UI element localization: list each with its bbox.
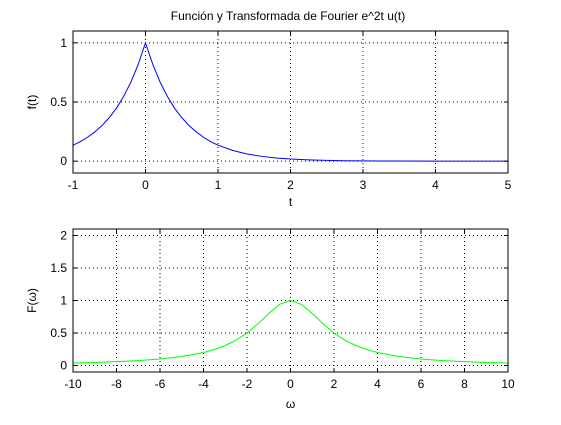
y-tick-label: 2 [60, 229, 67, 243]
y-tick-label: 1 [60, 294, 67, 308]
x-tick-label: 4 [432, 178, 439, 192]
x-tick-label: 8 [461, 377, 468, 391]
x-tick-label: 5 [505, 178, 512, 192]
y-tick-label: 0.5 [50, 326, 67, 340]
x-tick-label: 10 [501, 377, 515, 391]
series-line [72, 41, 508, 162]
y-tick-label: 0 [60, 154, 67, 168]
x-tick-label: 4 [374, 377, 381, 391]
x-tick-label: -6 [155, 377, 166, 391]
x-axis-label: t [289, 195, 293, 209]
y-tick-label: 1 [60, 36, 67, 50]
y-tick-label: 0 [60, 359, 67, 373]
x-tick-label: -8 [111, 377, 122, 391]
y-axis-label: f(t) [25, 95, 39, 110]
y-tick-label: 0.5 [50, 95, 67, 109]
x-tick-label: 2 [287, 178, 294, 192]
y-tick-label: 1.5 [50, 261, 67, 275]
x-tick-label: 0 [142, 178, 149, 192]
chart-title: Función y Transformada de Fourier e^2t u… [171, 9, 405, 23]
x-tick-label: 3 [360, 178, 367, 192]
plot-frequency-domain: -10 -8 -6 -4 -2 0 2 4 6 8 10 0 0.5 1 1.5 2 ω F(ω) [25, 228, 515, 411]
x-tick-label: 0 [287, 377, 294, 391]
x-tick-label: -10 [64, 377, 82, 391]
x-tick-label: 6 [418, 377, 425, 391]
x-tick-label: -1 [68, 178, 79, 192]
x-tick-label: -4 [198, 377, 209, 391]
x-tick-label: 1 [215, 178, 222, 192]
series-line [72, 299, 509, 364]
x-axis-label: ω [286, 397, 295, 411]
y-axis-label: F(ω) [25, 288, 39, 313]
x-tick-label: 2 [331, 377, 338, 391]
x-tick-label: -2 [242, 377, 253, 391]
